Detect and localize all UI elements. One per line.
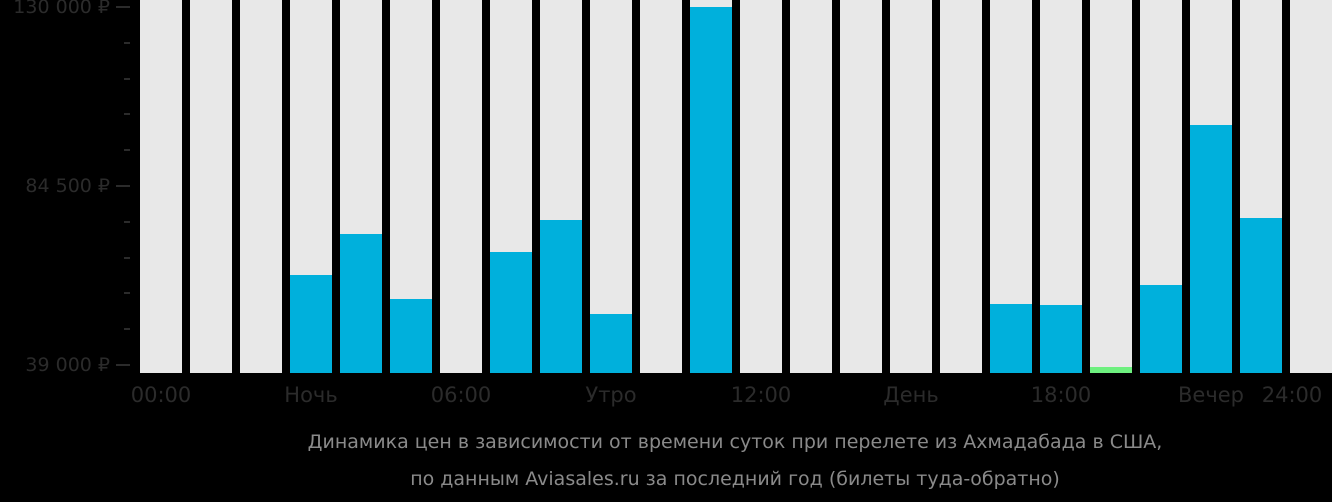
price-bar[interactable]: [1190, 125, 1232, 373]
hour-slot-06[interactable]: [440, 0, 482, 373]
price-bar[interactable]: [590, 313, 632, 373]
x-tick-label: День: [883, 383, 939, 407]
y-major-tick: [116, 364, 130, 366]
y-minor-tick: [124, 41, 130, 44]
y-minor-tick: [124, 292, 130, 295]
price-bar[interactable]: [490, 252, 532, 373]
hour-slot-12[interactable]: [740, 0, 782, 373]
price-bar[interactable]: [990, 304, 1032, 373]
y-minor-tick: [124, 328, 130, 331]
y-tick-label: 84 500 ₽: [25, 175, 110, 197]
x-tick-label: 24:00: [1261, 383, 1323, 407]
x-tick-label: 18:00: [1030, 383, 1092, 407]
price-bar[interactable]: [540, 219, 582, 373]
price-by-hour-chart: 130 000 ₽ 84 500 ₽ 39 000 ₽ 00:00 Ночь 06:00…: [13, 0, 1332, 407]
cheapest-price-bar[interactable]: [1090, 366, 1132, 373]
hour-slot-00[interactable]: [140, 0, 182, 373]
x-tick-label: Ночь: [284, 383, 338, 407]
hour-slot-16[interactable]: [940, 0, 982, 373]
hour-slot-02[interactable]: [240, 0, 282, 373]
hour-slot-19[interactable]: [1090, 0, 1132, 373]
y-minor-tick: [124, 149, 130, 152]
y-minor-tick: [124, 77, 130, 80]
price-bar[interactable]: [1040, 304, 1082, 373]
chart-caption-line-2: по данным Aviasales.ru за последний год …: [410, 468, 1060, 490]
hour-slot-10[interactable]: [640, 0, 682, 373]
price-bar[interactable]: [340, 233, 382, 373]
y-tick-label: 130 000 ₽: [13, 0, 110, 18]
price-bar[interactable]: [1240, 217, 1282, 373]
chart-caption-line-1: Динамика цен в зависимости от времени су…: [307, 431, 1163, 453]
x-tick-label: Утро: [585, 383, 637, 407]
x-tick-label: 06:00: [430, 383, 492, 407]
hour-slot-23[interactable]: [1290, 0, 1332, 373]
hour-slot-15[interactable]: [890, 0, 932, 373]
price-bar[interactable]: [290, 274, 332, 373]
x-tick-label: Вечер: [1178, 383, 1244, 407]
price-bar[interactable]: [690, 7, 732, 373]
y-minor-tick: [124, 256, 130, 259]
y-major-tick: [116, 185, 130, 187]
x-tick-label: 12:00: [730, 383, 792, 407]
hour-slot-14[interactable]: [840, 0, 882, 373]
y-tick-label: 39 000 ₽: [25, 354, 110, 376]
x-tick-label: 00:00: [130, 383, 192, 407]
y-minor-tick: [124, 220, 130, 223]
hour-slot-13[interactable]: [790, 0, 832, 373]
y-minor-tick: [124, 113, 130, 116]
hour-slot-09[interactable]: [590, 0, 632, 373]
price-bar[interactable]: [390, 298, 432, 373]
hour-slot-01[interactable]: [190, 0, 232, 373]
y-major-tick: [116, 6, 130, 8]
price-bar[interactable]: [1140, 285, 1182, 373]
